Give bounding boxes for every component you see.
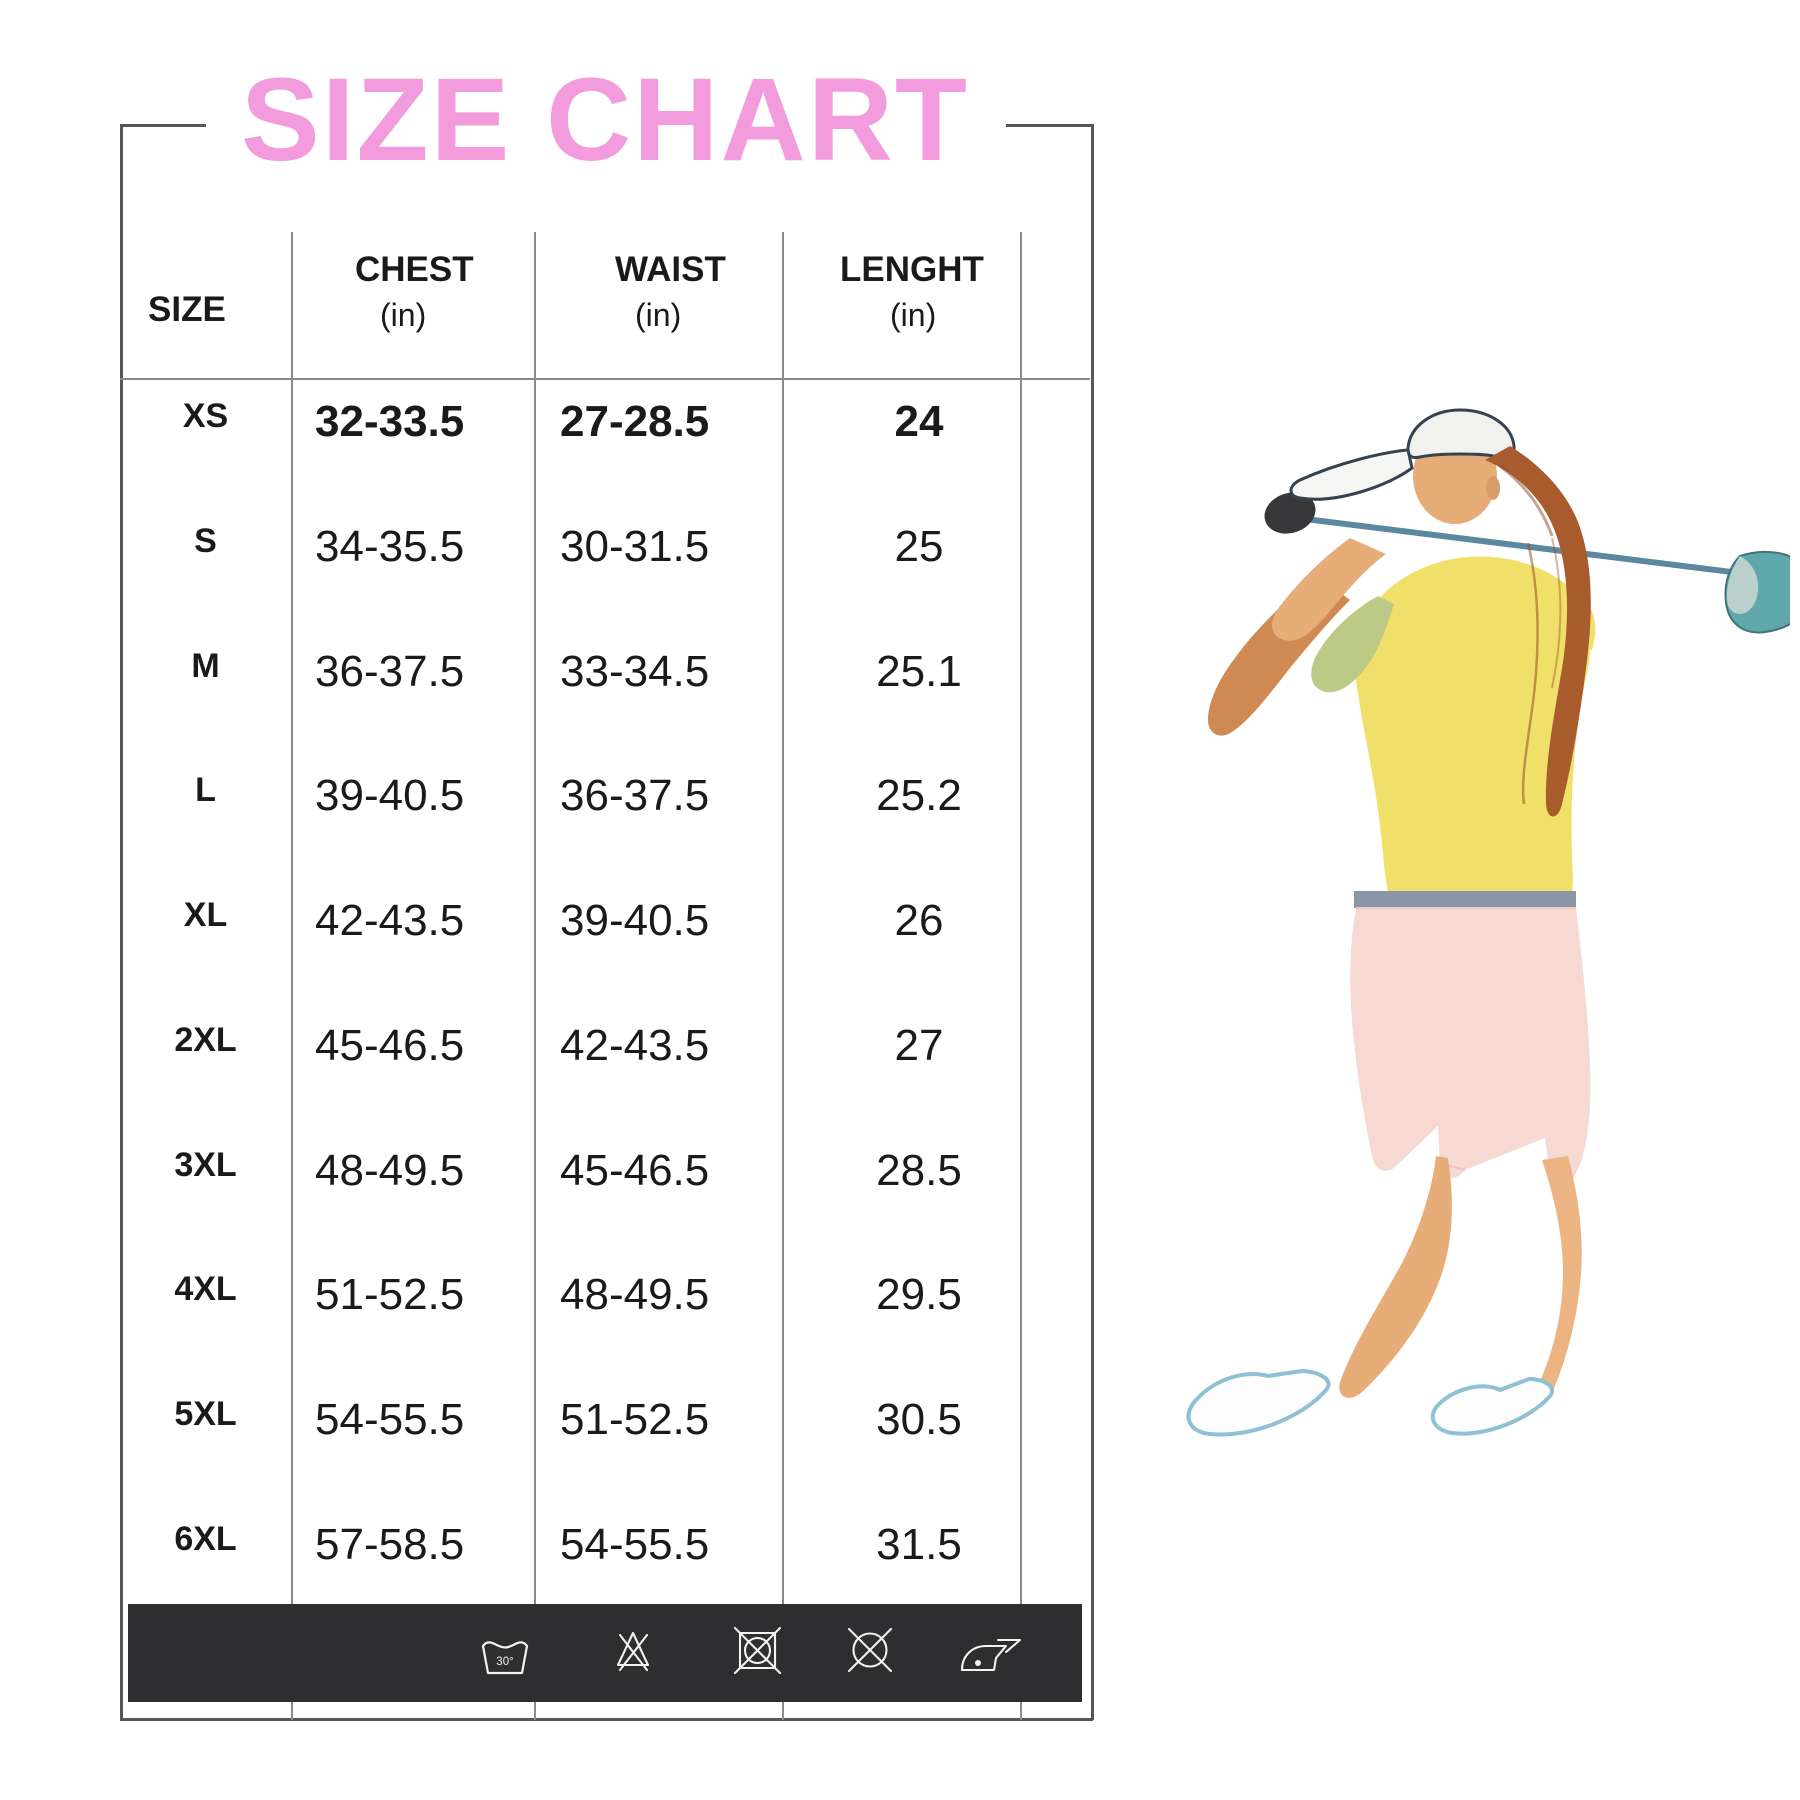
svg-text:30°: 30° <box>496 1656 513 1668</box>
